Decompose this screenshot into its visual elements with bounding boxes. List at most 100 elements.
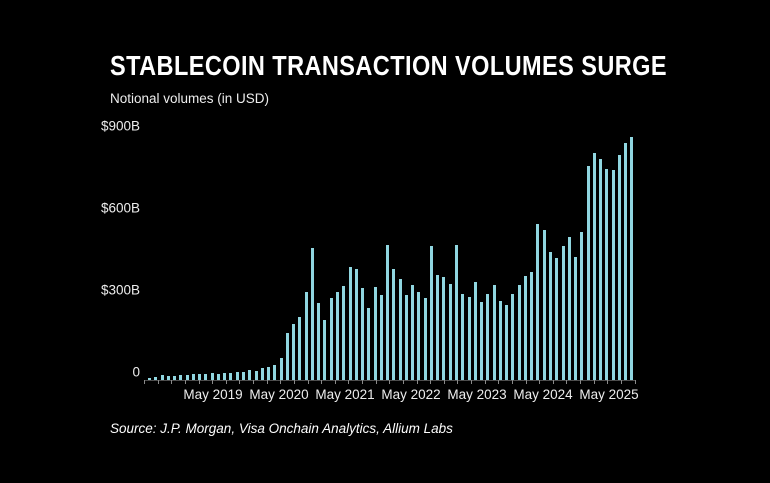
axis-tick (443, 380, 445, 384)
bar (292, 324, 296, 380)
bar (216, 374, 220, 380)
bar (592, 153, 596, 380)
bar (367, 307, 371, 380)
bar (298, 316, 302, 380)
bar (549, 251, 552, 380)
axis-tick (552, 380, 554, 384)
bar (204, 374, 208, 380)
bar (429, 245, 433, 380)
bar (310, 248, 314, 380)
bar (567, 236, 571, 380)
x-axis-label: May 2019 (183, 387, 243, 402)
bar (480, 301, 484, 380)
axis-tick (198, 380, 200, 384)
bar (248, 369, 252, 380)
axis-tick (362, 380, 363, 384)
bar (505, 305, 509, 380)
axis-tick (348, 380, 350, 384)
bar (398, 278, 402, 380)
bar (210, 373, 214, 380)
bar (599, 159, 603, 380)
bar (498, 300, 502, 380)
bar (285, 333, 289, 380)
bar (373, 286, 377, 380)
bar (361, 288, 365, 380)
bar (624, 142, 628, 380)
bar (511, 293, 515, 380)
axis-tick (157, 380, 159, 384)
axis-tick (580, 380, 581, 384)
axis-tick (239, 380, 241, 384)
x-axis-label: May 2024 (513, 387, 573, 402)
bar (166, 375, 170, 380)
axis-tick (375, 380, 377, 384)
axis-tick (307, 380, 309, 384)
axis-tick (225, 380, 227, 384)
bar (254, 370, 258, 380)
bar (335, 292, 339, 380)
axis-tick (539, 380, 541, 384)
axis-tick (620, 380, 622, 384)
bar (417, 291, 421, 380)
axis-tick (471, 380, 472, 384)
axis-tick (634, 380, 636, 384)
axis-tick (280, 380, 282, 384)
x-axis-label: May 2020 (249, 387, 309, 402)
x-axis-label: May 2025 (579, 387, 639, 402)
axis-tick (457, 380, 459, 384)
bar (392, 269, 396, 380)
axis-tick (484, 380, 486, 384)
bar (561, 245, 565, 380)
bar (617, 155, 621, 380)
bar (235, 371, 239, 380)
bar (279, 358, 283, 380)
bar (523, 275, 527, 380)
bar (198, 374, 202, 380)
axis-tick (566, 380, 568, 384)
bar (630, 136, 634, 380)
axis-tick (171, 380, 173, 384)
axis-tick (498, 380, 500, 384)
bar (467, 296, 471, 380)
bar (329, 298, 333, 380)
axis-tick (511, 380, 513, 384)
axis-tick (607, 380, 609, 384)
axis-tick (402, 380, 404, 384)
bar (379, 295, 383, 380)
axis-tick (212, 380, 214, 384)
axis-tick (184, 380, 186, 384)
axis-tick (430, 380, 432, 384)
bar (486, 293, 490, 380)
bar (574, 256, 578, 380)
bar (154, 377, 158, 380)
bar (160, 374, 164, 380)
axis-tick (266, 380, 268, 384)
x-axis-ticks (144, 380, 636, 384)
bar (323, 319, 327, 380)
x-axis-labels: May 2019 May 2020 May 2021 May 2022 May 2023… (148, 387, 638, 403)
bar (241, 372, 245, 380)
x-axis-label: May 2021 (315, 387, 375, 402)
bar (342, 285, 346, 380)
bar-series (148, 130, 634, 380)
bar (448, 284, 452, 380)
bar (185, 375, 189, 380)
chart-title: STABLECOIN TRANSACTION VOLUMES SURGE (110, 50, 667, 81)
axis-tick (334, 380, 336, 384)
bar (354, 269, 358, 380)
bar (273, 364, 277, 380)
bar (148, 378, 151, 380)
axis-tick (416, 380, 418, 384)
bar (229, 373, 233, 380)
bar (267, 366, 271, 380)
bar (473, 281, 477, 380)
bar (179, 375, 183, 380)
bar (348, 266, 352, 380)
x-axis-label: May 2023 (447, 387, 507, 402)
bar (223, 372, 227, 380)
axis-tick (321, 380, 323, 384)
bar (542, 230, 546, 380)
bar (611, 169, 615, 380)
bar (580, 231, 584, 380)
bar (555, 257, 559, 380)
